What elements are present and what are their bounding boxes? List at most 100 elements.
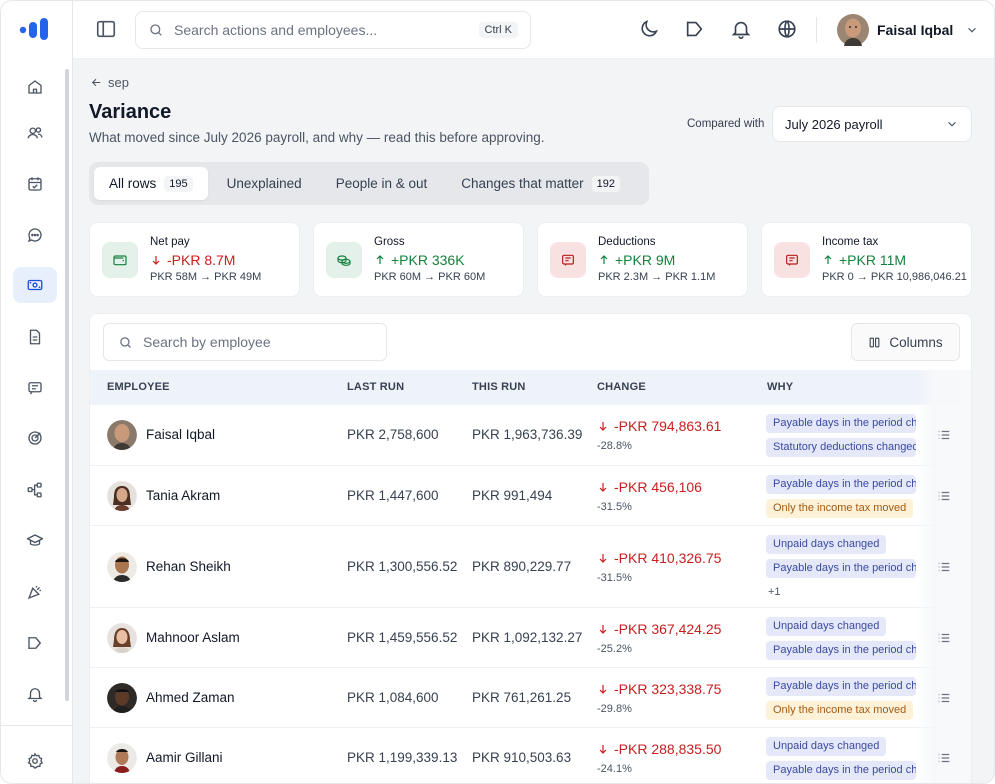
sidebar-item-campaigns[interactable] bbox=[13, 625, 57, 661]
card-value: +PKR 336K bbox=[374, 252, 465, 268]
table-row[interactable]: Aamir Gillani PKR 1,199,339.13 PKR 910,5… bbox=[90, 727, 971, 783]
table-row[interactable]: Ahmed Zaman PKR 1,084,600 PKR 761,261.25… bbox=[90, 667, 971, 727]
table-row[interactable]: Mahnoor Aslam PKR 1,459,556.52 PKR 1,092… bbox=[90, 607, 971, 667]
arrow-down-icon bbox=[599, 745, 607, 754]
employee-name[interactable]: Rehan Sheikh bbox=[146, 559, 231, 574]
reason-badge: Payable days in the period changed bbox=[766, 761, 916, 780]
arrow-down-icon bbox=[599, 554, 607, 563]
sidebar-scrollbar[interactable] bbox=[65, 69, 69, 701]
sidebar-item-documents[interactable] bbox=[13, 319, 57, 355]
sidebar-item-celebrations[interactable] bbox=[13, 574, 57, 610]
sidebar-item-notifications[interactable] bbox=[13, 676, 57, 712]
arrow-up-icon bbox=[600, 255, 608, 264]
sidebar-toggle-icon[interactable] bbox=[95, 18, 117, 40]
user-menu[interactable]: Faisal Iqbal bbox=[837, 14, 979, 46]
back-label: sep bbox=[108, 75, 129, 90]
summary-card-gross: Gross +PKR 336K PKR 60M → PKR 60M bbox=[313, 222, 524, 297]
card-value-text: -PKR 8.7M bbox=[167, 252, 236, 268]
compared-with-select[interactable]: July 2026 payroll bbox=[772, 106, 972, 142]
why-cell: Unpaid days changed Payable days in the … bbox=[766, 737, 916, 783]
summary-card-net-pay: Net pay -PKR 8.7M PKR 58M → PKR 49M bbox=[89, 222, 300, 297]
change-cell: -PKR 367,424.25 -25.2% bbox=[597, 621, 721, 655]
card-label: Deductions bbox=[598, 236, 656, 248]
card-label: Income tax bbox=[822, 236, 879, 248]
summary-card-deductions: Deductions +PKR 9M PKR 2.3M → PKR 1.1M bbox=[537, 222, 748, 297]
card-subtext: PKR 58M → PKR 49M bbox=[150, 271, 262, 283]
column-header-last-run[interactable]: LAST RUN bbox=[347, 381, 405, 393]
employee-name[interactable]: Mahnoor Aslam bbox=[146, 630, 240, 645]
sidebar-item-announcements[interactable] bbox=[13, 370, 57, 406]
column-header-employee[interactable]: EMPLOYEE bbox=[107, 381, 170, 393]
tab-people-in-out[interactable]: People in & out bbox=[321, 167, 443, 200]
sidebar-item-home[interactable] bbox=[13, 69, 57, 105]
change-cell: -PKR 456,106 -31.5% bbox=[597, 479, 702, 513]
table-row[interactable]: Rehan Sheikh PKR 1,300,556.52 PKR 890,22… bbox=[90, 525, 971, 607]
card-subtext: PKR 0 → PKR 10,986,046.21 bbox=[822, 271, 967, 283]
column-header-change[interactable]: CHANGE bbox=[597, 381, 646, 393]
compared-with-value: July 2026 payroll bbox=[785, 116, 883, 132]
table-header: EMPLOYEE LAST RUN THIS RUN CHANGE WHY bbox=[90, 370, 971, 405]
list-icon[interactable] bbox=[937, 489, 951, 503]
tab-changes-that-matter[interactable]: Changes that matter 192 bbox=[446, 167, 635, 200]
receipt-icon bbox=[562, 254, 574, 266]
reason-badge: Payable days in the period changed bbox=[766, 641, 916, 660]
arrow-up-icon bbox=[824, 255, 832, 264]
reason-badge: Unpaid days changed bbox=[766, 617, 887, 636]
sidebar-item-payroll[interactable] bbox=[13, 267, 57, 303]
reason-badge: Payable days in the period changed bbox=[766, 414, 916, 433]
card-subtext: PKR 60M → PKR 60M bbox=[374, 271, 486, 283]
search-placeholder: Search actions and employees... bbox=[174, 22, 378, 38]
employee-name[interactable]: Aamir Gillani bbox=[146, 750, 223, 765]
summary-cards: Net pay -PKR 8.7M PKR 58M → PKR 49M Gros… bbox=[89, 222, 972, 297]
sidebar-item-learning[interactable] bbox=[13, 523, 57, 559]
sidebar-item-settings[interactable] bbox=[13, 743, 57, 779]
sidebar-item-people[interactable] bbox=[13, 115, 57, 151]
page-subtitle: What moved since July 2026 payroll, and … bbox=[89, 130, 545, 145]
bell-icon[interactable] bbox=[730, 18, 752, 40]
table-row[interactable]: Faisal Iqbal PKR 2,758,600 PKR 1,963,736… bbox=[90, 405, 971, 465]
bell-icon bbox=[27, 688, 43, 703]
sidebar-item-attendance[interactable] bbox=[13, 166, 57, 202]
change-amount: -PKR 288,835.50 bbox=[597, 741, 721, 757]
columns-button[interactable]: Columns bbox=[851, 323, 960, 361]
sidebar-item-messages[interactable] bbox=[13, 217, 57, 253]
moon-icon[interactable] bbox=[638, 18, 660, 40]
app-logo[interactable] bbox=[19, 17, 51, 41]
list-icon[interactable] bbox=[937, 691, 951, 705]
reason-badge: Payable days in the period changed bbox=[766, 559, 916, 578]
why-cell: Payable days in the period changed Only … bbox=[766, 475, 916, 523]
receipt-icon bbox=[786, 254, 798, 266]
column-header-why[interactable]: WHY bbox=[767, 381, 794, 393]
search-shortcut-badge: Ctrl K bbox=[478, 22, 518, 38]
employee-name[interactable]: Ahmed Zaman bbox=[146, 690, 235, 705]
globe-icon[interactable] bbox=[776, 18, 798, 40]
last-run-value: PKR 1,199,339.13 bbox=[347, 750, 458, 765]
employee-search-input[interactable]: Search by employee bbox=[103, 323, 387, 361]
reason-badge: Unpaid days changed bbox=[766, 737, 887, 756]
tab-all-rows[interactable]: All rows 195 bbox=[94, 167, 208, 200]
sidebar-divider bbox=[1, 725, 73, 726]
employee-name[interactable]: Faisal Iqbal bbox=[146, 427, 216, 442]
employee-search-placeholder: Search by employee bbox=[143, 334, 271, 350]
sidebar-item-goals[interactable] bbox=[13, 420, 57, 456]
list-icon[interactable] bbox=[937, 751, 951, 765]
employee-name[interactable]: Tania Akram bbox=[146, 488, 221, 503]
summary-card-income-tax: Income tax +PKR 11M PKR 0 → PKR 10,986,0… bbox=[761, 222, 972, 297]
column-header-this-run[interactable]: THIS RUN bbox=[472, 381, 526, 393]
back-link[interactable]: sep bbox=[90, 75, 129, 90]
tab-label: Changes that matter bbox=[461, 176, 584, 191]
tab-unexplained[interactable]: Unexplained bbox=[212, 167, 317, 200]
list-icon[interactable] bbox=[937, 560, 951, 574]
variance-table-panel: Search by employee Columns EMPLOYEE LAST… bbox=[89, 313, 972, 783]
party-popper-icon bbox=[27, 586, 41, 600]
list-icon[interactable] bbox=[937, 631, 951, 645]
table-row[interactable]: Tania Akram PKR 1,447,600 PKR 991,494 -P… bbox=[90, 465, 971, 525]
list-icon[interactable] bbox=[937, 428, 951, 442]
avatar bbox=[107, 623, 137, 653]
global-search-input[interactable]: Search actions and employees... Ctrl K bbox=[135, 11, 531, 49]
more-reasons-count[interactable]: +1 bbox=[768, 586, 781, 598]
reason-badge: Payable days in the period changed bbox=[766, 677, 916, 696]
sidebar-item-org-chart[interactable] bbox=[13, 472, 57, 508]
megaphone-icon[interactable] bbox=[684, 18, 706, 40]
card-icon-wrap bbox=[326, 242, 362, 278]
